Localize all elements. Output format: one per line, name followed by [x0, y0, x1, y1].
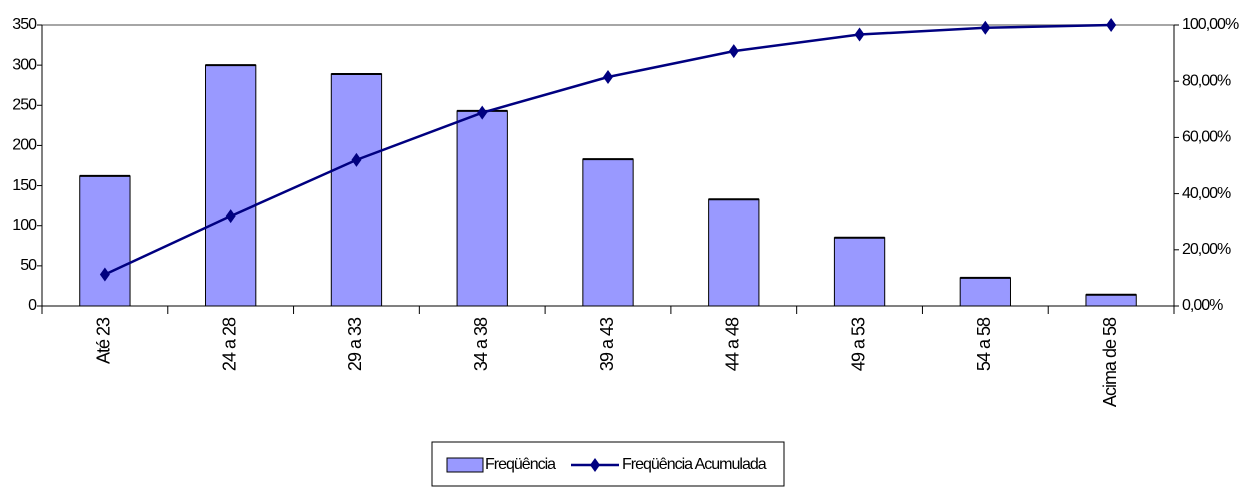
- line-marker: [477, 105, 488, 120]
- x-tick-label: 39 a 43: [597, 317, 617, 371]
- x-tick-label: 29 a 33: [345, 317, 365, 371]
- x-tick-label: Até 23: [94, 317, 114, 364]
- line-marker: [351, 152, 362, 167]
- bar: [456, 110, 508, 307]
- x-tick-label: Acima de 58: [1100, 317, 1120, 407]
- y2-tick-label: 60,00%: [1182, 129, 1231, 146]
- y-tick-label: 50: [20, 257, 37, 274]
- y2-tick-label: 0,00%: [1182, 297, 1223, 314]
- bar: [205, 64, 257, 307]
- x-tick-label: 54 a 58: [974, 317, 994, 371]
- y-tick-label: 0: [28, 297, 37, 314]
- y2-tick-label: 100,00%: [1182, 16, 1239, 33]
- y-tick-label: 250: [12, 97, 37, 114]
- bar: [582, 158, 634, 307]
- legend-swatch: [446, 457, 484, 473]
- legend-marker: [590, 458, 600, 472]
- y2-tick-label: 20,00%: [1182, 241, 1231, 258]
- x-tick-label: 49 a 53: [848, 317, 868, 371]
- line-marker: [225, 209, 236, 224]
- bar: [79, 175, 131, 307]
- line-marker: [603, 69, 613, 84]
- y-tick-label: 350: [12, 16, 37, 33]
- legend-label: Freqüência Acumulada: [622, 456, 767, 473]
- y2-tick-label: 40,00%: [1182, 185, 1231, 202]
- bar: [708, 198, 760, 307]
- bar: [959, 277, 1011, 307]
- bar: [330, 73, 383, 307]
- line-marker: [728, 44, 739, 59]
- line-marker: [980, 20, 991, 35]
- line-marker: [1106, 18, 1117, 32]
- legend-label: Freqüência: [485, 456, 556, 473]
- line-marker: [99, 267, 110, 282]
- y2-tick-label: 80,00%: [1182, 72, 1231, 89]
- x-tick-label: 34 a 38: [471, 317, 491, 371]
- x-tick-label: 44 a 48: [723, 317, 743, 371]
- bar: [833, 237, 886, 307]
- x-tick-label: 24 a 28: [219, 317, 239, 371]
- y-tick-label: 300: [12, 56, 37, 73]
- y-tick-label: 200: [12, 137, 37, 154]
- bar: [1085, 294, 1137, 307]
- line-marker: [854, 27, 865, 42]
- y-tick-label: 100: [12, 217, 37, 234]
- y-tick-label: 150: [12, 177, 37, 194]
